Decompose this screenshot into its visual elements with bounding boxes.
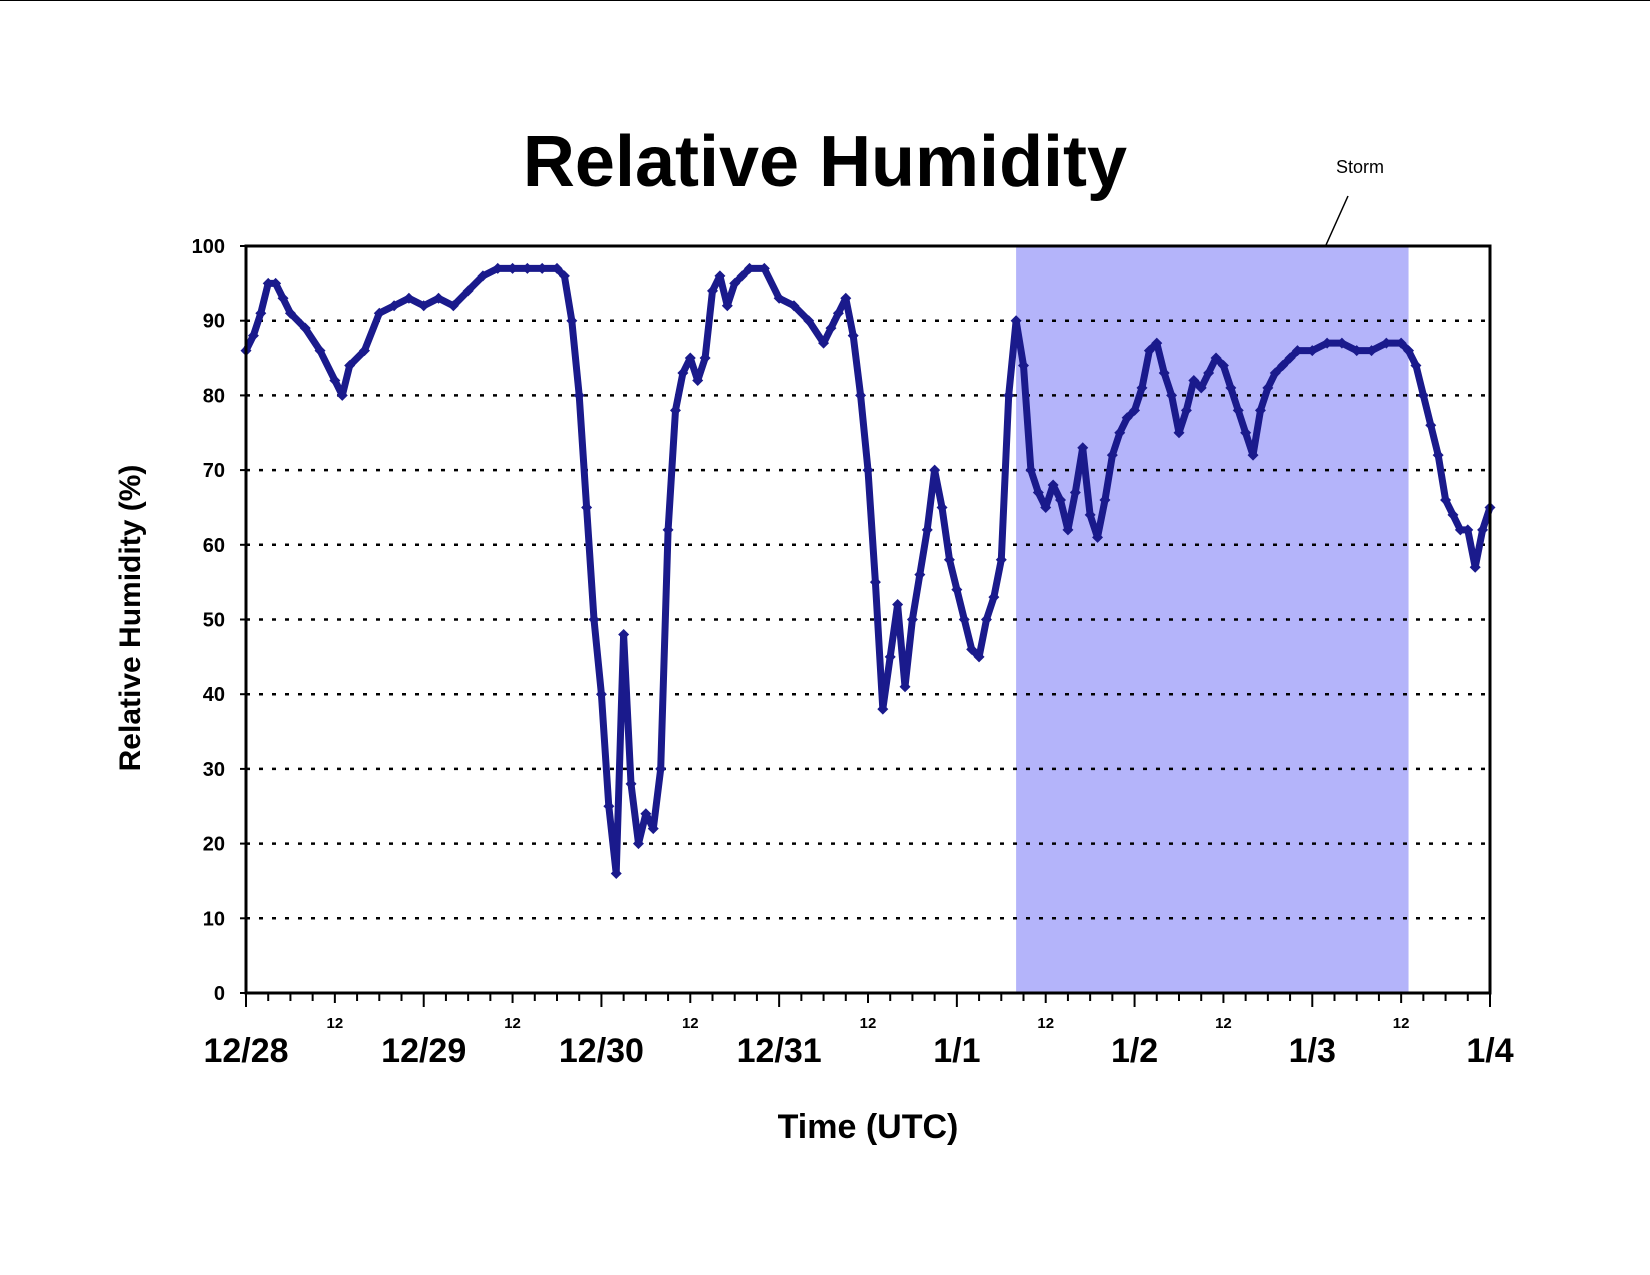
y-axis-label: Relative Humidity (%) [114, 465, 147, 772]
humidity-trace [242, 264, 1494, 877]
x-hour-label: 12 [1215, 1015, 1232, 1032]
y-tick-label: 80 [203, 385, 225, 407]
x-hour-label: 12 [1393, 1015, 1410, 1032]
storm-annotation-label: Storm [1336, 157, 1384, 177]
y-tick-label: 100 [192, 236, 225, 258]
x-date-label: 12/30 [559, 1032, 644, 1070]
y-tick-label: 10 [203, 908, 225, 930]
x-date-label: 1/2 [1111, 1032, 1158, 1070]
x-hour-label: 12 [1037, 1015, 1054, 1032]
y-axis-ticks: 0 10 20 30 40 50 60 70 80 90 100 [192, 236, 246, 1005]
x-date-label: 1/3 [1289, 1032, 1336, 1070]
y-tick-label: 60 [203, 535, 225, 557]
x-date-label: 12/28 [203, 1032, 288, 1070]
x-axis-label: Time (UTC) [778, 1108, 959, 1146]
x-hour-label: 12 [504, 1015, 521, 1032]
humidity-data-points [240, 262, 1496, 879]
x-date-label: 1/1 [933, 1032, 980, 1070]
top-border-line [0, 0, 1650, 1]
y-tick-label: 30 [203, 759, 225, 781]
y-tick-label: 70 [203, 460, 225, 482]
y-tick-label: 90 [203, 311, 225, 333]
storm-annotation-leader [1325, 195, 1349, 246]
x-hour-label: 12 [860, 1015, 877, 1032]
y-tick-label: 50 [203, 610, 225, 632]
x-axis-ticks: 12/28 12/29 12/30 12/31 1/1 1/2 1/3 1/4 12 12 12 12… [203, 993, 1514, 1070]
x-date-label: 12/29 [381, 1032, 466, 1070]
x-hour-label: 12 [682, 1015, 699, 1032]
y-tick-label: 0 [214, 983, 225, 1005]
storm-annotation: Storm [1325, 157, 1384, 246]
plot-area-frame [244, 244, 1492, 995]
y-tick-label: 20 [203, 834, 225, 856]
x-hour-label: 12 [327, 1015, 344, 1032]
x-date-label: 12/31 [737, 1032, 822, 1070]
x-date-label: 1/4 [1466, 1032, 1513, 1070]
chart-title: Relative Humidity [523, 122, 1127, 202]
y-tick-label: 40 [203, 684, 225, 706]
